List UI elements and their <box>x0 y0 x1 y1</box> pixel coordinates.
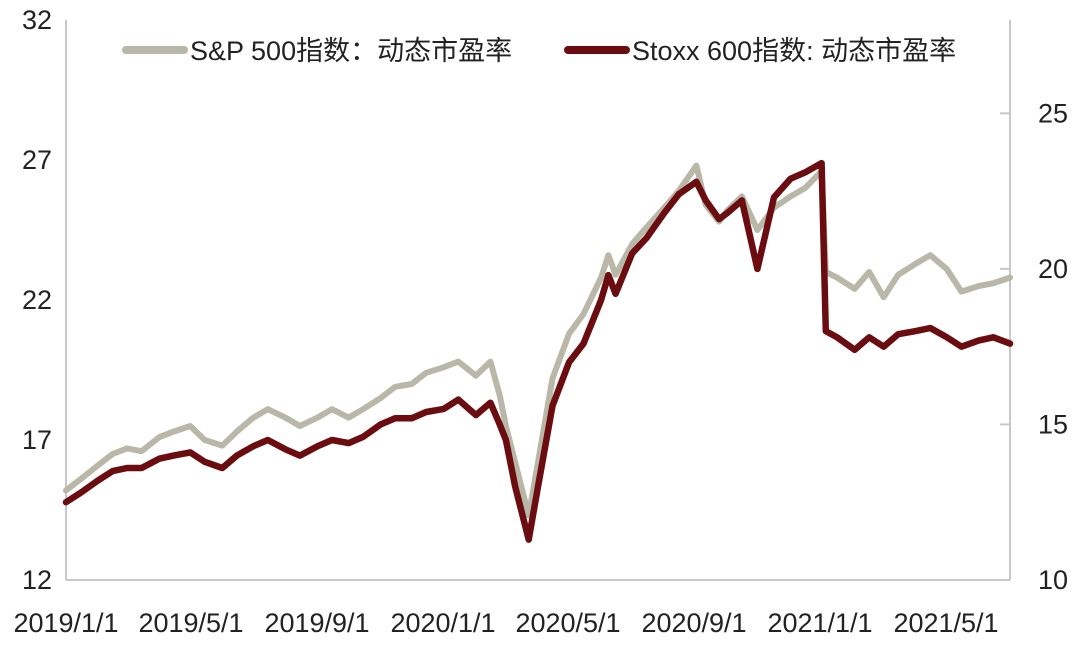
right-tick-labels: 10 15 20 25 <box>1000 98 1068 595</box>
series-line-stoxx600 <box>62 159 1014 543</box>
x-tick-label: 2021/1/1 <box>767 608 872 638</box>
x-tick-label: 2020/5/1 <box>515 608 620 638</box>
x-tick-label: 2019/1/1 <box>13 608 118 638</box>
left-tick-label: 22 <box>22 285 52 315</box>
x-tick-label: 2019/5/1 <box>138 608 243 638</box>
legend: S&P 500指数：动态市盈率 Stoxx 600指数: 动态市盈率 <box>122 36 956 66</box>
right-tick-label: 10 <box>1038 565 1068 595</box>
x-tick-labels: 2019/1/1 2019/5/1 2019/9/1 2020/1/1 2020/5/1… <box>13 608 998 638</box>
x-tick-label: 2019/9/1 <box>264 608 369 638</box>
x-tick-label: 2020/9/1 <box>641 608 746 638</box>
left-tick-label: 27 <box>22 145 52 175</box>
right-tick-label: 15 <box>1038 409 1068 439</box>
left-tick-label: 17 <box>22 425 52 455</box>
series-line-sp500 <box>63 162 1013 519</box>
x-tick-label: 2021/5/1 <box>893 608 998 638</box>
left-tick-labels: 12 17 22 27 32 <box>22 5 52 595</box>
legend-label-stoxx600: Stoxx 600指数: 动态市盈率 <box>632 36 956 66</box>
right-tick-label: 25 <box>1038 98 1068 128</box>
x-tick-label: 2020/1/1 <box>390 608 495 638</box>
left-tick-label: 12 <box>22 565 52 595</box>
left-tick-label: 32 <box>22 5 52 35</box>
right-tick-label: 20 <box>1038 254 1068 284</box>
legend-label-sp500: S&P 500指数：动态市盈率 <box>190 36 512 66</box>
series-lines <box>62 159 1014 543</box>
